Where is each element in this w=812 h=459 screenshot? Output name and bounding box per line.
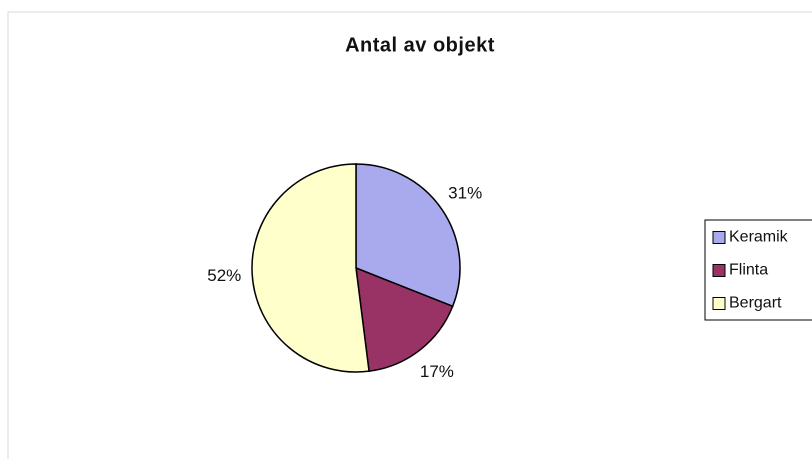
legend-label: Flinta — [729, 262, 768, 279]
pie-slice — [355, 163, 461, 308]
legend-swatch — [712, 264, 726, 277]
legend-label: Keramik — [729, 229, 789, 246]
pie-slice — [251, 163, 370, 373]
legend-swatch — [712, 231, 726, 244]
value-label: 52% — [207, 266, 241, 285]
legend-swatch — [712, 297, 726, 310]
pie-slice — [355, 266, 454, 373]
legend-label: Bergart — [729, 295, 782, 312]
value-label: 17% — [420, 362, 454, 381]
value-label: 31% — [448, 183, 482, 202]
chart-title: Antal av objekt — [345, 34, 495, 56]
